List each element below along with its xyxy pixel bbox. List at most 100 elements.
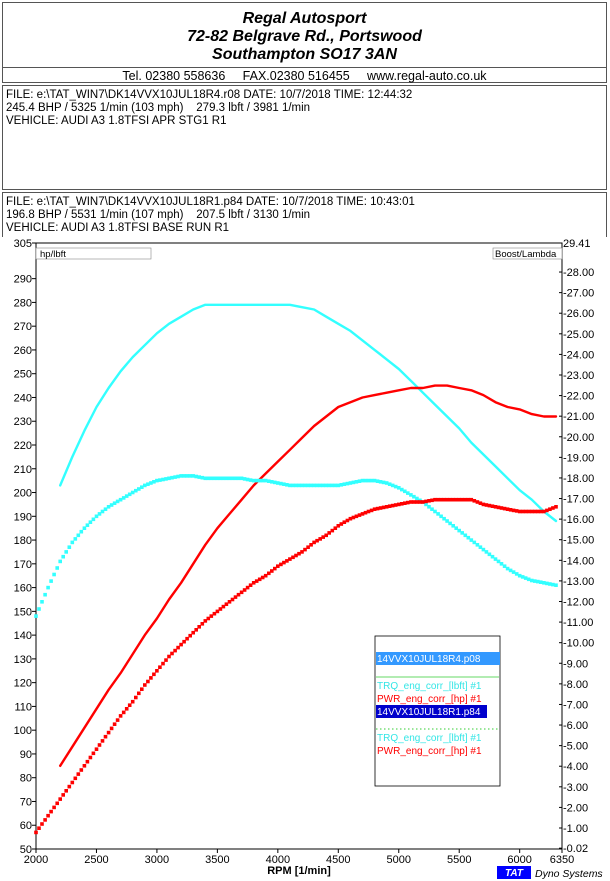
- y-right-tick-label: -28.00: [563, 267, 594, 279]
- series-point: [233, 476, 238, 481]
- series-point: [218, 607, 223, 611]
- series-point: [251, 478, 256, 483]
- series-point: [236, 476, 241, 481]
- series-point: [221, 604, 226, 609]
- series-line: [59, 384, 558, 767]
- y-right-tick-label: -6.00: [563, 720, 588, 732]
- series-point: [130, 490, 135, 495]
- series-point: [70, 540, 75, 545]
- y-left-tick-label: 190: [14, 511, 32, 523]
- series-point: [118, 714, 123, 718]
- series-point: [412, 500, 416, 504]
- series-point: [233, 595, 238, 599]
- legend-run1-torque: TRQ_eng_corr_[lbft] #1: [377, 681, 482, 692]
- series-point: [554, 505, 558, 509]
- series-point: [393, 503, 398, 507]
- series-point: [276, 481, 280, 485]
- y-right-tick-label: -7.00: [563, 699, 588, 711]
- series-point: [306, 483, 310, 488]
- series-point: [542, 581, 546, 585]
- series-point: [221, 476, 226, 481]
- series-point: [215, 476, 220, 481]
- series-point: [324, 533, 328, 538]
- series-point: [94, 514, 99, 519]
- series-point: [372, 478, 377, 483]
- series-point: [412, 494, 416, 499]
- series-point: [403, 501, 407, 505]
- series-point: [484, 503, 489, 507]
- series-point: [348, 516, 353, 521]
- series-point: [152, 480, 156, 484]
- series-point: [339, 483, 344, 487]
- series-point: [197, 625, 201, 629]
- series-point: [554, 583, 558, 587]
- run1-info-panel: FILE: e:\TAT_WIN7\DK14VVX10JUL18R4.r08 D…: [2, 85, 607, 190]
- series-point: [279, 562, 283, 567]
- series-point: [40, 822, 44, 826]
- series-point: [309, 543, 313, 547]
- series-point: [109, 726, 114, 731]
- series-point: [260, 575, 265, 580]
- series-point: [167, 654, 171, 659]
- series-point: [481, 502, 486, 507]
- series-point: [321, 483, 325, 488]
- y-right-tick-label: -17.00: [563, 494, 594, 506]
- series-point: [530, 509, 534, 514]
- series-point: [478, 545, 483, 549]
- series-point: [288, 483, 292, 488]
- series-point: [369, 478, 374, 483]
- series-point: [248, 583, 253, 587]
- series-point: [182, 474, 186, 478]
- tat-logo-text: TAT: [505, 868, 524, 879]
- y-right-tick-label: -20.00: [563, 432, 594, 444]
- x-tick-label: 2000: [24, 854, 48, 866]
- address-line-1: 72-82 Belgrave Rd., Portswood: [187, 28, 422, 45]
- series-point: [85, 523, 90, 527]
- series-point: [227, 476, 232, 481]
- series-point: [285, 559, 289, 563]
- series-point: [303, 547, 307, 552]
- series-point: [484, 550, 489, 554]
- series-point: [499, 506, 504, 510]
- series-point: [67, 545, 72, 549]
- series-point: [224, 602, 229, 606]
- series-point: [409, 493, 413, 497]
- y-right-tick-label: -3.00: [563, 782, 588, 794]
- series-point: [469, 497, 474, 502]
- series-point: [115, 718, 120, 722]
- series-point: [487, 552, 492, 557]
- series-point: [357, 513, 362, 517]
- series-point: [206, 476, 211, 481]
- series-point: [536, 579, 540, 584]
- legend-run1-header: [376, 652, 500, 665]
- series-point: [73, 776, 78, 781]
- run2-vehicle-line: VEHICLE: AUDI A3 1.8TFSI BASE RUN R1: [6, 222, 230, 234]
- series-point: [170, 475, 174, 480]
- series-point: [472, 540, 477, 545]
- series-point: [436, 497, 440, 502]
- series-point: [300, 483, 304, 488]
- series-point: [433, 509, 437, 514]
- y-right-tick-label: -10.00: [563, 638, 594, 650]
- series-point: [52, 572, 56, 577]
- y-right-tick-label: -22.00: [563, 391, 594, 403]
- series-point: [239, 476, 244, 481]
- series-point: [393, 484, 398, 489]
- series-point: [457, 497, 461, 502]
- legend: 14VVX10JUL18R4.p08 TRQ_eng_corr_[lbft] #…: [374, 635, 501, 787]
- plot-frame: [35, 242, 563, 850]
- series-point: [345, 518, 350, 523]
- series-point: [155, 478, 159, 483]
- series-point: [263, 573, 268, 578]
- y-right-tick-label: -8.00: [563, 679, 588, 691]
- x-tick-label: 4000: [266, 854, 290, 866]
- series-point: [542, 509, 546, 514]
- series-point: [85, 759, 90, 764]
- series-point: [451, 497, 455, 502]
- series-point: [300, 550, 304, 554]
- series-point: [342, 520, 347, 524]
- series-point: [387, 504, 392, 508]
- series-point: [463, 497, 468, 502]
- series-point: [463, 533, 468, 538]
- y-left-tick-label: 270: [14, 321, 32, 333]
